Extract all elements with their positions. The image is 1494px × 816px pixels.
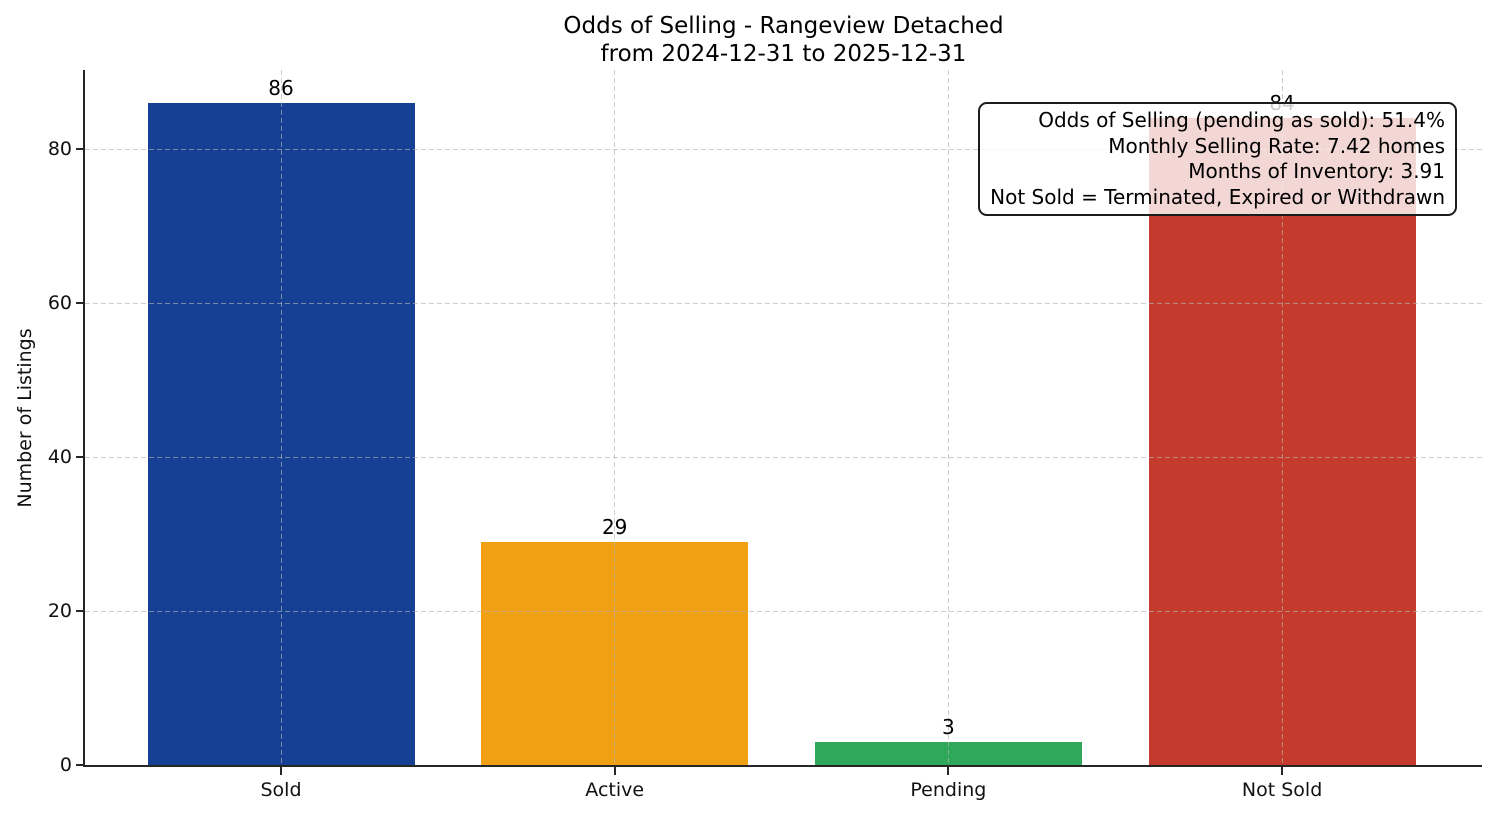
chart-title-line2: from 2024-12-31 to 2025-12-31 [600,41,967,67]
y-tick-label: 80 [47,138,72,161]
y-tick-label: 60 [47,292,72,315]
gridline-horizontal [85,148,1482,150]
x-tick-label-sold: Sold [260,779,302,801]
y-axis-spine [83,70,85,767]
gridline-horizontal [85,302,1482,304]
bar-value-label-sold: 86 [268,76,294,101]
annotation-line-odds: Odds of Selling (pending as sold): 51.4% [1038,108,1445,132]
bar-value-label-active: 29 [601,514,628,539]
gridline-horizontal [85,610,1482,612]
annotation-line-inventory: Months of Inventory: 3.91 [1188,159,1445,183]
annotation-line-not-sold-note: Not Sold = Terminated, Expired or Withdr… [990,184,1445,209]
y-tick-mark [76,302,85,305]
y-tick-label: 20 [47,600,72,623]
annotation-line-monthly-rate: Monthly Selling Rate: 7.42 homes [1108,133,1445,158]
annotation-box: Odds of Selling (pending as sold): 51.4%… [978,102,1457,216]
chart-title-line1: Odds of Selling - Rangeview Detached [563,13,1004,39]
x-tick-label-active: Active [585,779,645,801]
gridline-vertical [1281,70,1283,765]
x-tick-mark [280,767,282,775]
gridline-horizontal [85,456,1482,458]
chart-title: Odds of Selling - Rangeview Detached fro… [85,12,1482,68]
x-tick-mark [947,767,950,775]
x-tick-label-pending: Pending [910,779,987,801]
x-tick-label-not-sold: Not Sold [1241,779,1323,801]
y-tick-mark [76,610,85,613]
x-tick-mark [613,767,616,775]
gridline-vertical [280,70,282,765]
y-axis-label: Number of Listings [14,328,36,508]
y-tick-label: 0 [59,754,72,776]
x-tick-mark [1281,767,1284,775]
y-tick-label: 40 [47,446,72,469]
y-tick-mark [76,148,85,151]
bar-value-label-pending: 3 [942,714,955,739]
y-tick-mark [76,456,85,459]
gridline-vertical [614,70,616,765]
x-axis-spine [83,765,1482,767]
y-tick-mark [76,764,85,766]
gridline-vertical [947,70,949,765]
